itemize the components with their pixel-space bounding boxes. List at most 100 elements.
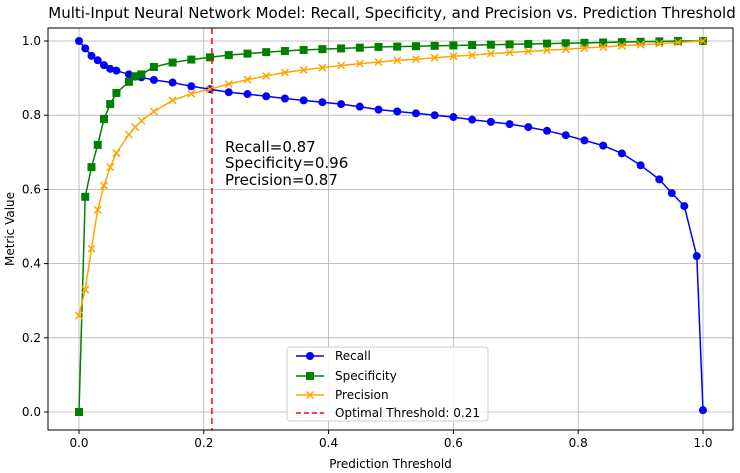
series-specificity: [75, 37, 707, 416]
data-point-precision: [505, 48, 514, 57]
data-point-specificity: [106, 100, 115, 109]
data-point-precision: [149, 107, 158, 116]
series-precision: [74, 36, 708, 320]
optimal-annotation: Recall=0.87 Specificity=0.96 Precision=0…: [225, 138, 348, 189]
data-point-recall: [262, 92, 271, 101]
data-point-precision: [137, 116, 146, 125]
legend-item-optimal-threshold: Optimal Threshold: 0.21: [296, 406, 480, 420]
data-point-recall: [505, 120, 514, 129]
data-point-precision: [580, 44, 589, 53]
y-tick-label: 0.2: [22, 331, 41, 345]
data-point-recall: [599, 141, 608, 150]
data-point-precision: [124, 130, 133, 139]
data-point-precision: [99, 181, 108, 190]
x-tick-label: 0.4: [319, 436, 338, 450]
data-point-recall: [374, 105, 383, 114]
legend: Recall Specificity Precision Optimal Thr…: [286, 346, 489, 422]
data-point-recall: [449, 113, 458, 122]
data-point-precision: [337, 61, 346, 70]
data-point-specificity: [75, 408, 83, 416]
data-point-specificity: [543, 39, 551, 48]
x-tick-label: 0.8: [569, 436, 588, 450]
data-point-precision: [655, 39, 664, 48]
data-point-specificity: [93, 140, 102, 149]
data-point-recall: [168, 78, 177, 87]
annotation-specificity: Specificity=0.96: [225, 154, 348, 172]
data-point-recall: [468, 115, 477, 124]
legend-item-recall: Recall: [296, 349, 371, 363]
annotation-recall: Recall=0.87: [225, 138, 316, 156]
legend-label-precision: Precision: [335, 388, 389, 402]
data-point-precision: [355, 59, 364, 68]
data-point-recall: [112, 66, 121, 75]
plot-area: [74, 28, 708, 430]
annotation-precision: Precision=0.87: [225, 171, 338, 189]
data-point-recall: [617, 149, 626, 158]
data-point-precision: [280, 68, 289, 77]
data-point-precision: [243, 75, 252, 84]
data-point-specificity: [393, 42, 402, 51]
data-point-specificity: [374, 42, 383, 51]
data-point-precision: [299, 65, 308, 74]
data-point-recall: [87, 51, 96, 60]
data-point-recall: [106, 64, 115, 73]
data-point-recall: [543, 126, 551, 135]
data-point-recall: [93, 56, 102, 65]
data-point-specificity: [580, 38, 589, 47]
data-point-precision: [187, 89, 196, 98]
data-point-specificity: [137, 70, 146, 79]
data-point-recall: [524, 123, 533, 132]
legend-label-specificity: Specificity: [335, 369, 397, 383]
data-point-precision: [542, 46, 552, 55]
data-point-recall: [149, 75, 158, 84]
data-point-specificity: [674, 37, 683, 45]
data-point-specificity: [131, 72, 140, 81]
data-point-recall: [299, 96, 308, 105]
data-point-recall: [680, 202, 689, 211]
data-point-precision: [468, 51, 477, 60]
data-point-precision: [674, 38, 683, 47]
data-point-specificity: [112, 88, 121, 97]
data-point-specificity: [318, 45, 327, 54]
data-point-specificity: [81, 192, 90, 201]
data-point-specificity: [187, 55, 196, 64]
data-point-specificity: [617, 38, 626, 47]
data-point-specificity: [99, 114, 108, 123]
data-point-recall: [636, 161, 645, 170]
data-point-recall: [124, 70, 133, 79]
data-point-recall: [655, 175, 664, 184]
data-point-precision: [74, 311, 84, 320]
data-point-precision: [636, 40, 645, 49]
x-axis-label: Prediction Threshold: [329, 457, 452, 471]
y-tick-label: 0.6: [22, 182, 41, 196]
data-point-precision: [430, 53, 439, 62]
data-point-precision: [131, 123, 140, 132]
data-point-recall: [355, 102, 364, 111]
data-point-specificity: [149, 62, 158, 71]
y-tick-label: 0.0: [22, 405, 41, 419]
legend-box: [286, 346, 489, 422]
data-point-recall: [99, 61, 108, 70]
data-point-precision: [524, 47, 533, 56]
data-point-recall: [318, 98, 327, 107]
data-point-recall: [692, 252, 701, 261]
x-tick-label: 0.2: [194, 436, 213, 450]
legend-label-recall: Recall: [335, 349, 371, 363]
data-point-specificity: [636, 37, 645, 46]
data-point-specificity: [468, 41, 477, 50]
data-point-recall: [486, 117, 495, 126]
data-point-specificity: [355, 43, 364, 52]
data-point-precision: [112, 149, 121, 158]
y-tick-label: 0.8: [22, 108, 41, 122]
y-tick-label: 0.4: [22, 257, 41, 271]
x-tick-label: 1.0: [693, 436, 712, 450]
data-point-precision: [224, 80, 233, 89]
data-point-precision: [617, 41, 626, 50]
data-point-recall: [580, 136, 589, 145]
data-point-specificity: [505, 40, 514, 49]
data-point-precision: [698, 36, 708, 46]
data-point-specificity: [243, 49, 252, 58]
data-point-specificity: [224, 51, 233, 60]
data-point-specificity: [449, 41, 458, 50]
data-point-recall: [667, 189, 676, 198]
